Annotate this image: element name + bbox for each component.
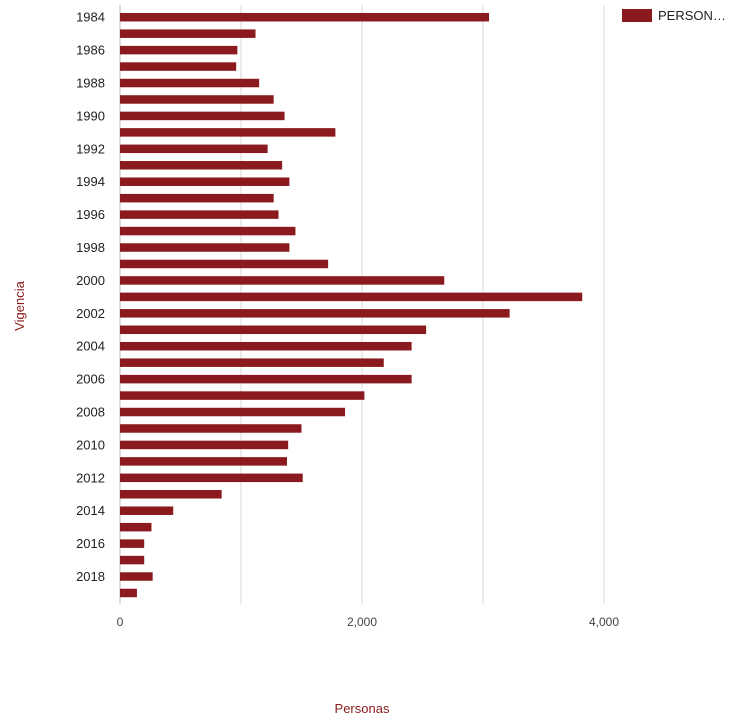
bar-1998[interactable]	[120, 243, 290, 252]
y-tick-label: 1990	[76, 108, 105, 123]
bar-2003[interactable]	[120, 325, 427, 335]
y-tick-label: 2016	[76, 536, 105, 551]
bar-1999[interactable]	[120, 259, 329, 269]
bar-2010[interactable]	[120, 440, 289, 450]
bar-2019[interactable]	[120, 588, 137, 598]
y-tick-label: 2012	[76, 470, 105, 485]
gridlines	[119, 5, 605, 604]
x-tick-label: 2,000	[347, 615, 377, 629]
x-tick-label: 0	[117, 615, 124, 629]
y-tick-label: 2006	[76, 372, 105, 387]
legend-swatch	[622, 9, 652, 22]
y-tick-label: 2014	[76, 503, 105, 518]
bar-1995[interactable]	[120, 193, 274, 203]
y-tick-label: 2010	[76, 437, 105, 452]
y-tick-label: 1986	[76, 43, 105, 58]
x-tick-label: 4,000	[589, 615, 619, 629]
y-tick-labels: 1984 1986 1988 1990 1992 1994 1996 1998 2000 2002…	[76, 10, 105, 584]
bar-2016[interactable]	[120, 539, 145, 548]
legend[interactable]: PERSON…	[622, 8, 726, 23]
bars	[120, 12, 583, 598]
bar-2008[interactable]	[120, 407, 346, 417]
bar-2011[interactable]	[120, 457, 287, 466]
y-tick-label: 2018	[76, 569, 105, 584]
bar-1984[interactable]	[120, 12, 490, 22]
y-tick-label: 1988	[76, 76, 105, 91]
y-tick-label: 2004	[76, 339, 105, 354]
x-axis-title: Personas	[335, 701, 390, 716]
bar-1993[interactable]	[120, 161, 283, 170]
bar-1994[interactable]	[120, 177, 290, 186]
bar-1992[interactable]	[120, 144, 268, 154]
y-tick-label: 1996	[76, 207, 105, 222]
legend-label: PERSON…	[658, 8, 726, 23]
y-tick-label: 1992	[76, 141, 105, 156]
y-tick-label: 2002	[76, 306, 105, 321]
bar-2018[interactable]	[120, 572, 153, 581]
y-tick-label: 2000	[76, 273, 105, 288]
bar-2005[interactable]	[120, 358, 384, 367]
bar-2017[interactable]	[120, 555, 145, 565]
bar-2013[interactable]	[120, 490, 222, 499]
y-tick-label: 1984	[76, 10, 105, 25]
y-axis-title: Vigencia	[12, 280, 27, 330]
y-tick-label: 1994	[76, 174, 105, 189]
bar-1996[interactable]	[120, 210, 279, 219]
bar-1997[interactable]	[120, 226, 296, 236]
bar-2007[interactable]	[120, 391, 365, 400]
bar-1991[interactable]	[120, 128, 336, 137]
x-tick-labels: 0 2,000 4,000	[117, 615, 620, 629]
bar-2004[interactable]	[120, 341, 412, 351]
bar-1989[interactable]	[120, 95, 274, 104]
bar-2006[interactable]	[120, 374, 412, 384]
bar-2009[interactable]	[120, 424, 302, 433]
bar-1990[interactable]	[120, 111, 285, 121]
bar-2012[interactable]	[120, 473, 303, 483]
bar-1988[interactable]	[120, 78, 260, 88]
bar-2001[interactable]	[120, 292, 583, 302]
bar-2002[interactable]	[120, 309, 510, 318]
y-tick-label: 1998	[76, 240, 105, 255]
bar-2014[interactable]	[120, 506, 174, 515]
bar-2015[interactable]	[120, 522, 152, 532]
bar-1985[interactable]	[120, 29, 256, 38]
bar-1987[interactable]	[120, 62, 237, 71]
bar-1986[interactable]	[120, 45, 238, 55]
bar-2000[interactable]	[120, 276, 445, 285]
y-tick-label: 2008	[76, 405, 105, 420]
